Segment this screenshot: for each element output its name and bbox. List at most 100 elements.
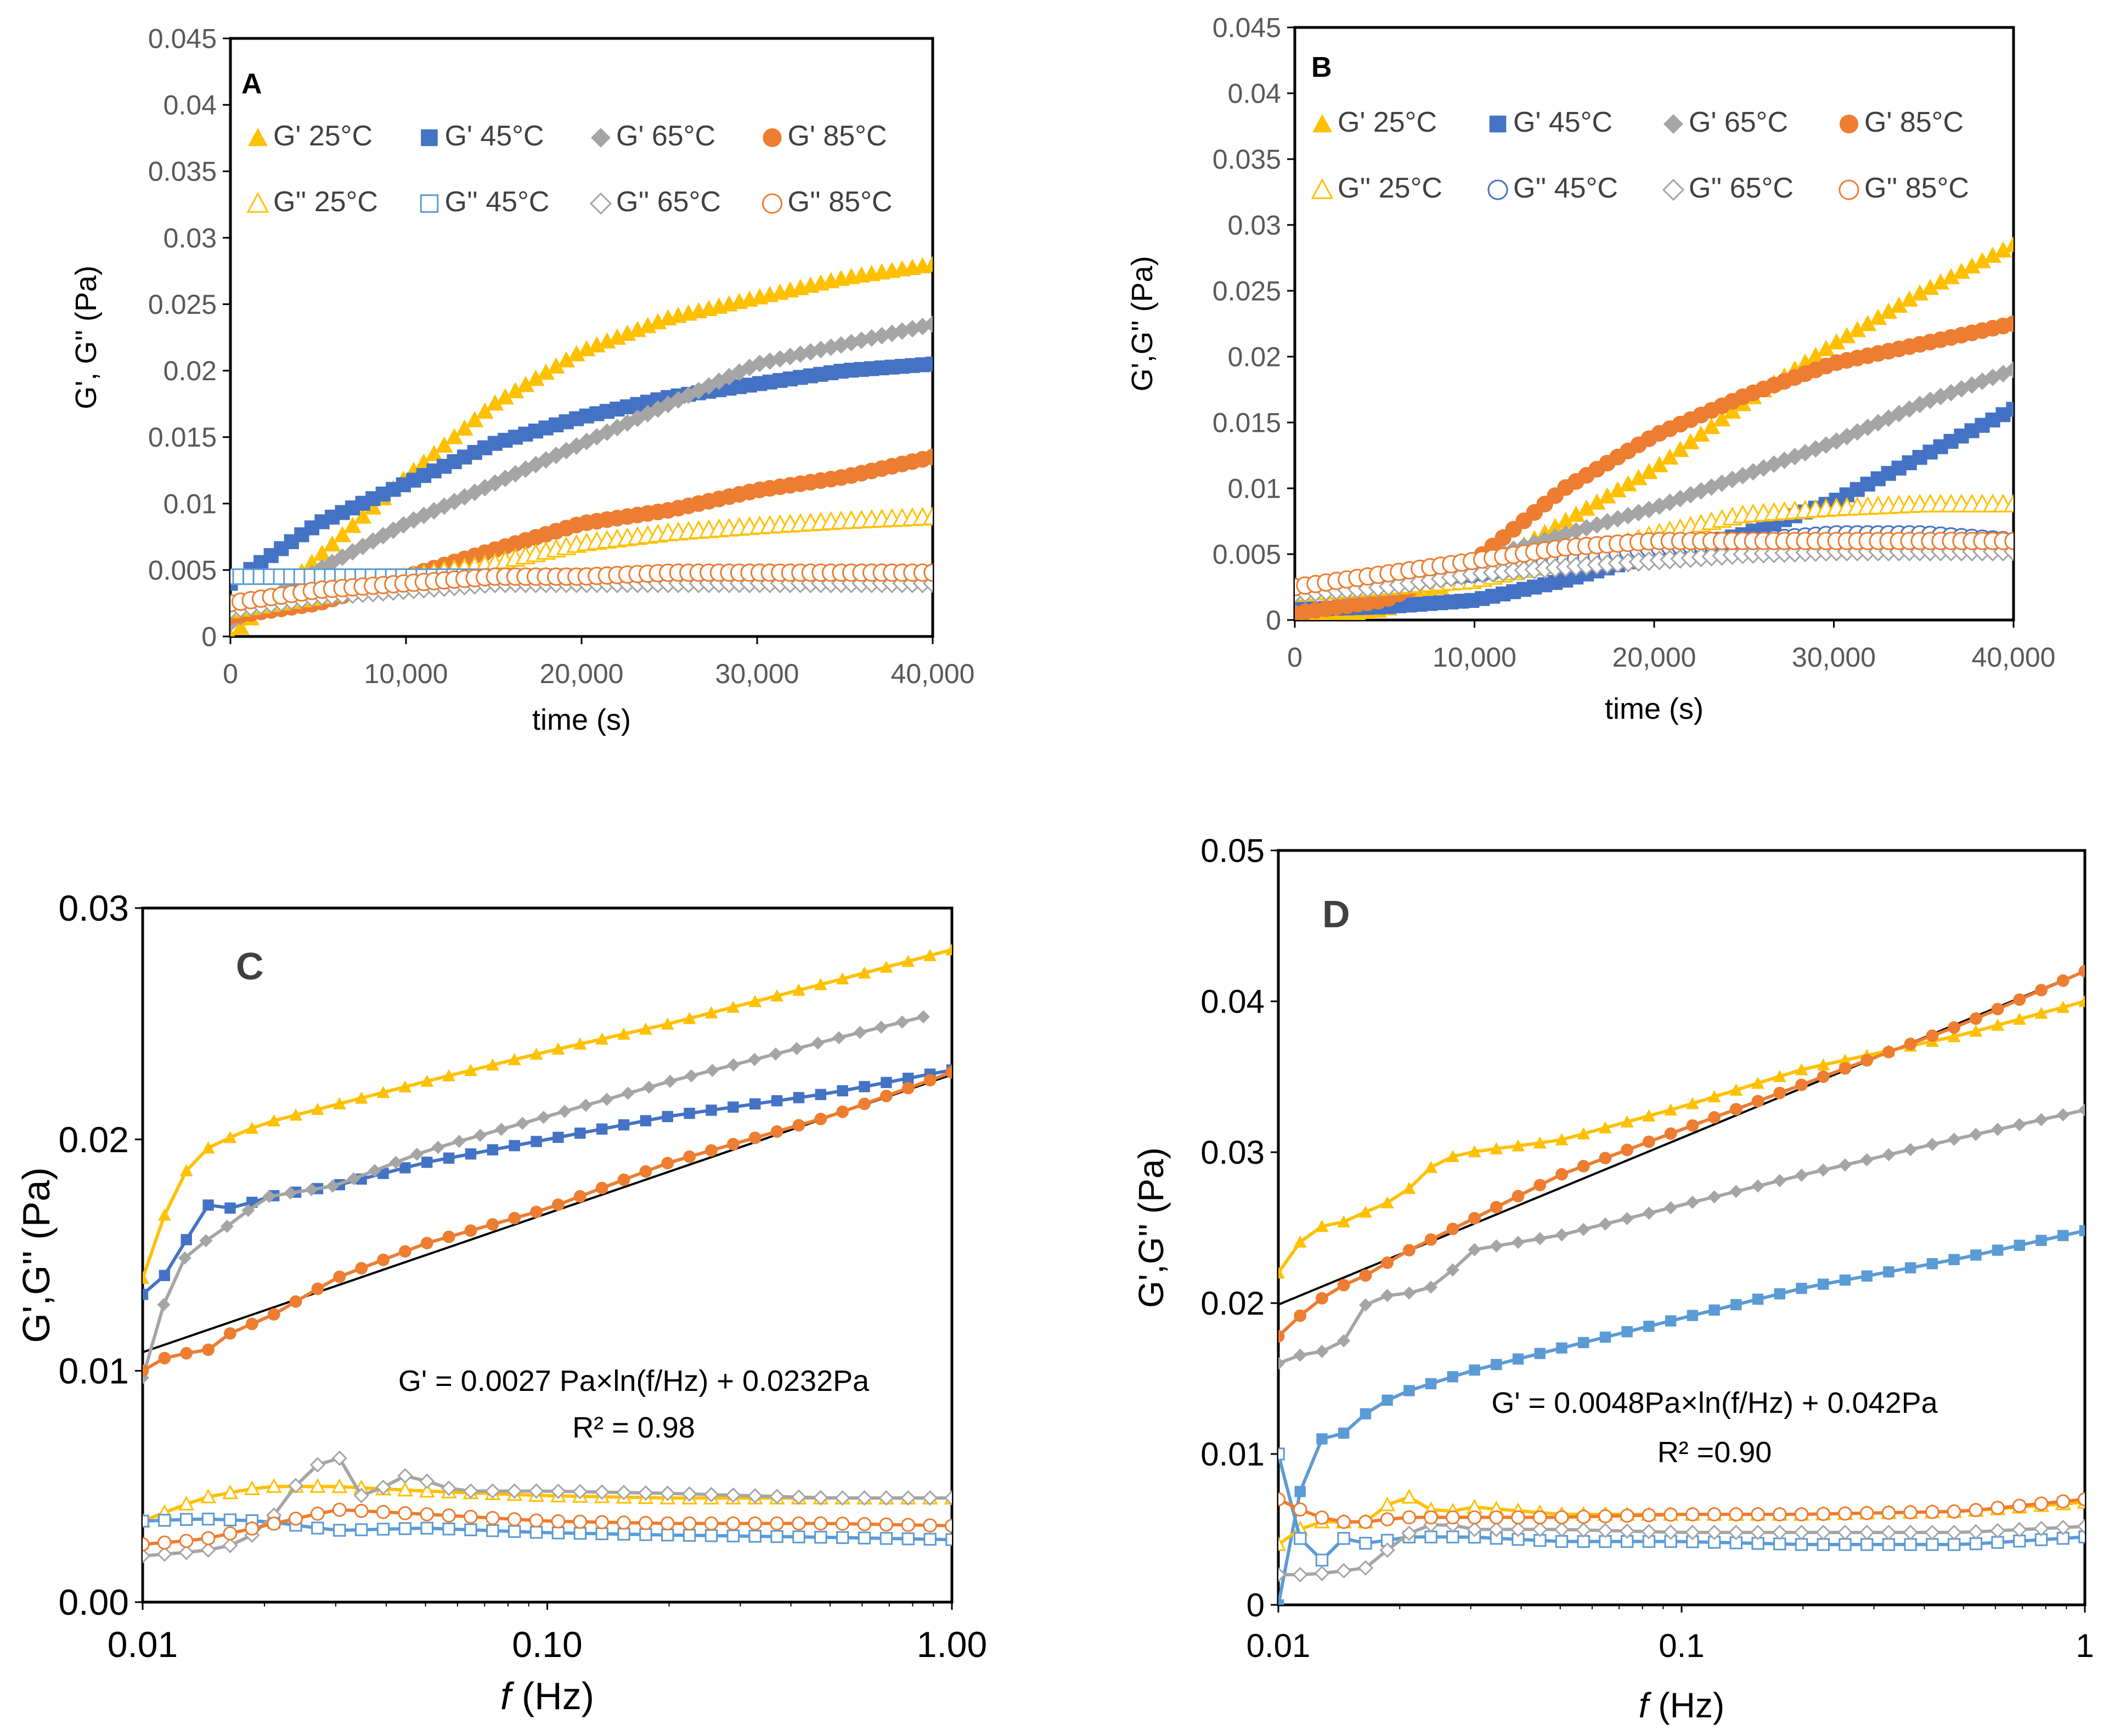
chart-panel-a: 0 0.005 0.01 0.015 0.02 0.025 0.03 0.035 0.04 0.0… (70, 24, 974, 737)
data-point (901, 955, 915, 967)
data-point (1577, 1222, 1591, 1236)
data-point (332, 1097, 346, 1109)
data-point (856, 1490, 872, 1506)
data-point (323, 535, 341, 552)
series-g-loss-85c (143, 1502, 952, 1552)
legend-item-g-loss-25c: G'' 25°C (246, 186, 378, 218)
data-point (309, 1478, 326, 1493)
data-point (143, 1364, 149, 1377)
data-point (1774, 1288, 1785, 1300)
data-point (1358, 1514, 1373, 1529)
data-point (814, 1113, 827, 1125)
legend-item-g-45c: G' 45°C (421, 120, 544, 152)
legend-marker (762, 193, 783, 214)
series-g-loss-85c (1295, 532, 2014, 596)
data-point (375, 1479, 391, 1495)
data-point (770, 989, 784, 1002)
data-point (878, 1490, 894, 1506)
y-tick-label: 0.01 (59, 1350, 129, 1391)
data-point (1881, 1524, 1897, 1541)
data-point (2011, 1521, 2027, 1538)
data-point (621, 1086, 635, 1100)
data-point (749, 1098, 761, 1110)
legend-label: G'' 65°C (1689, 172, 1794, 204)
data-point (2057, 1230, 2069, 1242)
data-point (1402, 1286, 1416, 1300)
data-point (572, 1484, 588, 1500)
data-point (792, 1516, 806, 1531)
data-point (1532, 1521, 1548, 1537)
data-point (880, 1090, 893, 1102)
data-point (1490, 1200, 1503, 1214)
data-point (1533, 1232, 1547, 1245)
data-point (1925, 1137, 1939, 1151)
data-point (452, 1135, 466, 1148)
data-point (2003, 493, 2014, 512)
data-point (1883, 1266, 1894, 1278)
data-point (353, 1487, 369, 1503)
data-point (814, 1530, 827, 1544)
data-point (487, 1144, 499, 1156)
data-point (1838, 1158, 1852, 1172)
x-axis-title-unit: (Hz) (511, 1675, 594, 1717)
series-g-45c (1278, 1225, 2085, 1605)
data-point (2034, 1006, 2048, 1019)
data-point (550, 1483, 566, 1500)
data-point (814, 978, 827, 990)
series-line (1278, 970, 2085, 1338)
data-point (1828, 333, 1846, 350)
data-point (1446, 1530, 1459, 1543)
data-point (1838, 1506, 1852, 1521)
data-point (2077, 1518, 2085, 1535)
data-point (2012, 1012, 2026, 1025)
data-point (1642, 1508, 1656, 1523)
data-point (368, 1164, 382, 1177)
data-point (473, 1129, 487, 1142)
data-point (1467, 1521, 1482, 1537)
data-point (1839, 1274, 1851, 1286)
data-point (683, 1529, 696, 1542)
y-tick-label: 0.03 (163, 223, 217, 253)
plot-series-group (143, 943, 952, 1564)
data-point (435, 436, 453, 453)
data-point (1685, 1196, 1699, 1209)
data-point (245, 1121, 259, 1134)
legend-marker (1311, 178, 1334, 199)
data-point (354, 507, 372, 524)
data-point (1921, 278, 1939, 295)
x-tick-label: 0.10 (512, 1624, 582, 1665)
data-point (1991, 1018, 2005, 1031)
data-point (2005, 315, 2014, 332)
data-point (2006, 402, 2014, 417)
data-point (180, 1513, 193, 1526)
data-point (1598, 1509, 1612, 1524)
data-point (1446, 1149, 1459, 1162)
legend-label: G' 85°C (788, 120, 887, 152)
x-tick-label: 30,000 (715, 658, 799, 689)
data-point (558, 1104, 572, 1118)
data-point (1619, 475, 1637, 492)
data-point (684, 1069, 698, 1083)
data-point (201, 1531, 216, 1546)
data-point (811, 1036, 825, 1050)
data-point (1294, 1309, 1307, 1322)
data-point (594, 1484, 610, 1500)
y-tick-label: 0.025 (148, 289, 217, 320)
data-point (618, 1119, 630, 1131)
data-point (143, 1537, 150, 1552)
data-point (835, 1517, 850, 1531)
data-point (1555, 1228, 1569, 1242)
data-point (1794, 1524, 1809, 1541)
data-point (1490, 1239, 1503, 1253)
data-point (1860, 1054, 1874, 1067)
data-point (1838, 1053, 1852, 1066)
data-point (2004, 532, 2014, 550)
data-point (1994, 241, 2012, 258)
series-line (1278, 1108, 2085, 1365)
data-point (945, 943, 952, 956)
data-point (923, 1074, 937, 1087)
data-point (2079, 1225, 2085, 1237)
data-point (1664, 1201, 1678, 1215)
data-point (924, 255, 933, 272)
data-point (1991, 1002, 2004, 1016)
